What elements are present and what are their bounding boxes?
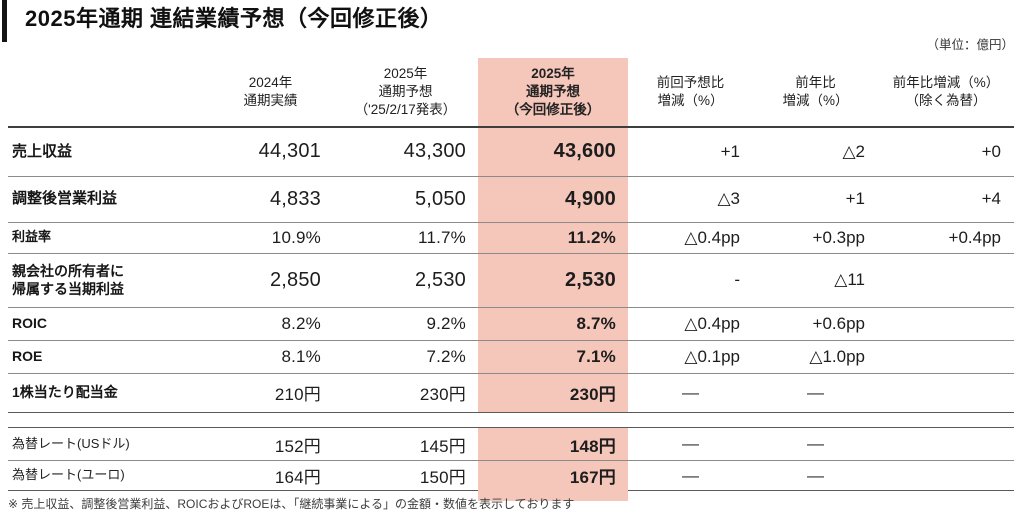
table-cell (878, 253, 1014, 307)
table-cell-highlighted: 11.2% (478, 222, 628, 253)
col-header-vs-previous-forecast: 前回予想比 増減（%） (656, 75, 725, 108)
highlight-column-tail (478, 490, 628, 501)
table-cell (878, 461, 1014, 491)
table-cell: △3 (717, 189, 740, 208)
fx-rate-table: 為替レート(USドル) 152円 145円 148円 — — 為替レート(ユーロ… (8, 427, 1014, 491)
table-cell-highlighted: 7.1% (478, 340, 628, 373)
table-cell: 210円 (274, 385, 321, 404)
table-cell: — (807, 382, 824, 402)
unit-label: （単位：億円） (926, 38, 1014, 52)
table-cell: +0.6pp (812, 313, 865, 333)
col-header-fy2025-previous-forecast: 2025年 通期予想 （'25/2/17発表） (354, 66, 457, 117)
table-cell: 150円 (419, 468, 466, 487)
table-cell-highlighted: 148円 (478, 427, 628, 461)
table-cell: 2,850 (269, 268, 321, 291)
col-header-fy2024-actual: 2024年 通期実績 (243, 75, 298, 108)
table-cell: △1.0pp (809, 346, 865, 366)
table-row-roe: ROE 8.1% 7.2% 7.1% △0.1pp △1.0pp (8, 340, 1014, 373)
table-cell: — (807, 434, 824, 453)
table-row-net-profit-owners: 親会社の所有者に 帰属する当期利益 2,850 2,530 2,530 - △1… (8, 253, 1014, 307)
row-label-net-profit-owners: 親会社の所有者に 帰属する当期利益 (12, 262, 124, 297)
table-cell: 230円 (419, 385, 466, 404)
table-cell: 7.2% (426, 346, 466, 366)
table-header-row: 2024年 通期実績 2025年 通期予想 （'25/2/17発表） 2025年… (8, 58, 1014, 127)
row-label-fx-eur: 為替レート(ユーロ) (12, 467, 125, 483)
col-header-fy2025-revised-forecast: 2025年 通期予想 （今回修正後） (478, 58, 628, 127)
col-header-vs-prior-year-ex-fx: 前年比増減（%） （除く為替） (892, 75, 1000, 108)
table-cell: △11 (834, 270, 865, 289)
table-row-revenue: 売上収益 44,301 43,300 43,600 +1 △2 +0 (8, 127, 1014, 176)
col-header-metric (8, 58, 208, 127)
table-row-fx-usd: 為替レート(USドル) 152円 145円 148円 — — (8, 427, 1014, 461)
table-cell: 8.2% (281, 313, 321, 333)
table-row-adjusted-operating-profit: 調整後営業利益 4,833 5,050 4,900 △3 +1 +4 (8, 176, 1014, 222)
table-cell: 43,300 (403, 140, 466, 163)
table-cell: 11.7% (418, 227, 466, 247)
table-cell: 4,833 (269, 187, 321, 210)
row-label-roic: ROIC (12, 315, 47, 332)
forecast-table: 2024年 通期実績 2025年 通期予想 （'25/2/17発表） 2025年… (8, 58, 1014, 413)
table-cell (878, 340, 1014, 373)
table-cell: 164円 (274, 468, 321, 487)
table-cell (878, 428, 1014, 461)
table-row-roic: ROIC 8.2% 9.2% 8.7% △0.4pp +0.6pp (8, 307, 1014, 340)
table-cell: +0.4pp (948, 227, 1001, 247)
table-row-fx-eur: 為替レート(ユーロ) 164円 150円 167円 — — (8, 460, 1014, 491)
footnote: ※ 売上収益、調整後営業利益、ROICおよびROEは、「継続事業による」の金額・… (8, 497, 575, 511)
table-cell: - (734, 270, 740, 289)
table-cell: 44,301 (258, 140, 321, 163)
slide-title: 2025年通期 連結業績予想（今回修正後） (25, 6, 443, 31)
table-cell: — (807, 465, 824, 485)
table-cell: 8.1% (281, 346, 321, 366)
table-cell: △0.4pp (684, 227, 740, 247)
table-cell-highlighted: 2,530 (478, 253, 628, 307)
table-cell: — (682, 465, 699, 485)
table-row-profit-margin: 利益率 10.9% 11.7% 11.2% △0.4pp +0.3pp +0.4… (8, 222, 1014, 253)
row-label-profit-margin: 利益率 (12, 229, 52, 245)
table-cell: 5,050 (414, 187, 466, 210)
table-cell-highlighted: 43,600 (478, 127, 628, 176)
title-accent-bar (2, 0, 7, 42)
table-row-dividend-per-share: 1株当たり配当金 210円 230円 230円 — — (8, 373, 1014, 412)
table-cell-highlighted: 8.7% (478, 307, 628, 340)
col-header-vs-prior-year: 前年比 増減（%） (782, 75, 849, 108)
table-cell: +4 (981, 189, 1001, 208)
table-cell: +1 (845, 189, 865, 208)
table-cell: 2,530 (414, 268, 466, 291)
table-cell: 152円 (274, 436, 321, 456)
table-cell (878, 307, 1014, 340)
table-cell (878, 373, 1014, 412)
table-cell: — (682, 382, 699, 402)
table-cell: — (682, 434, 699, 453)
table-cell: 10.9% (271, 227, 321, 247)
row-label-roe: ROE (12, 348, 43, 365)
row-label-fx-usd: 為替レート(USドル) (12, 435, 130, 451)
row-label-adjusted-operating-profit: 調整後営業利益 (12, 190, 118, 208)
table-cell: +1 (720, 141, 740, 161)
table-cell: +0 (981, 141, 1001, 161)
table-cell-highlighted: 167円 (478, 460, 628, 491)
row-label-dividend-per-share: 1株当たり配当金 (12, 384, 118, 401)
table-cell: △2 (842, 141, 865, 161)
table-cell: △0.4pp (684, 313, 740, 333)
table-cell: △0.1pp (684, 346, 740, 366)
table-cell: 9.2% (426, 313, 466, 333)
table-cell-highlighted: 230円 (478, 373, 628, 412)
table-cell: 145円 (419, 436, 466, 456)
row-label-revenue: 売上収益 (12, 143, 73, 160)
table-cell: +0.3pp (812, 227, 865, 247)
table-cell-highlighted: 4,900 (478, 176, 628, 222)
